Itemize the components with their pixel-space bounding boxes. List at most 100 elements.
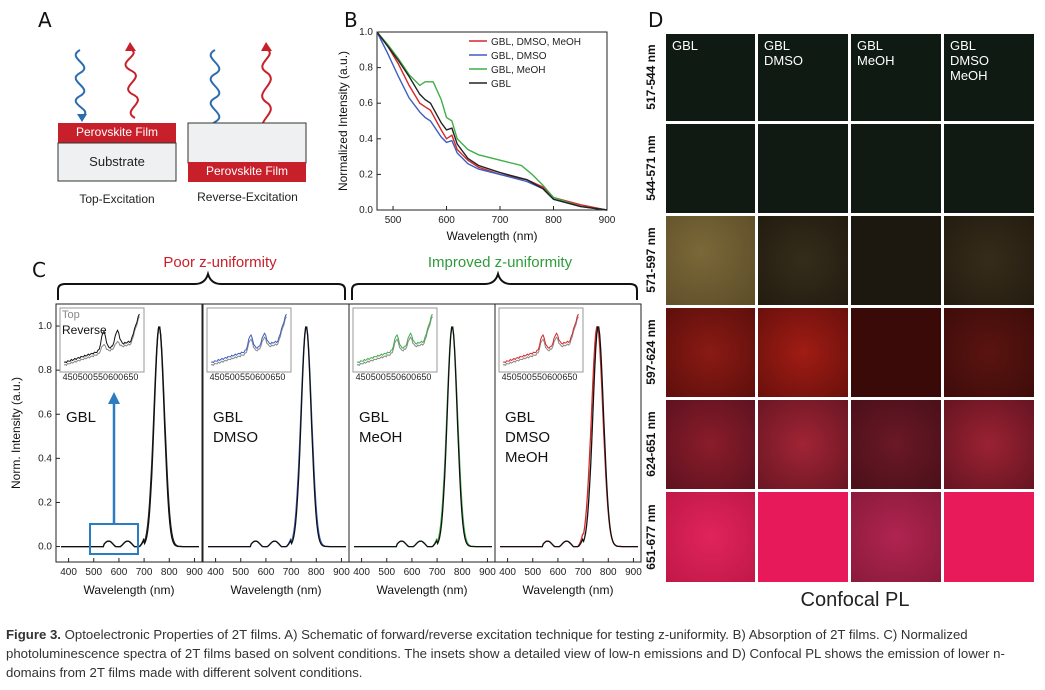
pl-spectra-chart: 0.0 0.2 0.4 0.6 0.8 1.0 Norm. Intensity (a.u.)…	[9, 303, 642, 597]
confocal-cell	[851, 400, 941, 489]
plot-frame	[376, 31, 608, 211]
y-tick-label: 0.4	[38, 453, 52, 464]
improved-uniformity-header: Improved z-uniformity	[427, 254, 573, 271]
y-tick-label: 1.0	[359, 27, 373, 38]
x-tick-label: 700	[429, 567, 446, 578]
inset-tick-label: 500	[225, 372, 240, 382]
inset-curve	[502, 316, 579, 366]
legend-label: GBL	[491, 79, 511, 90]
absorption-chart: 500 600 700 800 900 0.0 0.2 0.4 0.6 0.8 1.0 Wavelen…	[336, 27, 616, 243]
x-tick-label: 500	[385, 215, 402, 226]
series-line	[376, 31, 608, 211]
x-tick-label: 500	[378, 567, 395, 578]
confocal-cell	[851, 216, 941, 305]
row-label-3: 571-597 nm	[644, 227, 658, 293]
confocal-footer: Confocal PL	[800, 589, 910, 611]
inset-tick-label: 550	[93, 372, 108, 382]
confocal-cell: GBL	[666, 34, 755, 121]
inset-curve	[356, 316, 433, 366]
inset-curve	[356, 313, 433, 364]
x-axis-title: Wavelength (nm)	[523, 583, 614, 597]
x-tick-label: 600	[438, 215, 455, 226]
zoom-box	[89, 523, 139, 555]
inset-tick-label: 600	[547, 372, 562, 382]
panel-a-letter: A	[38, 8, 52, 32]
x-axis-title: Wavelength (nm)	[84, 583, 175, 597]
x-tick-label: 600	[111, 567, 128, 578]
inset-tick-label: 650	[123, 372, 138, 382]
inset-curve	[63, 313, 140, 364]
inset-tick-label: 550	[386, 372, 401, 382]
confocal-cell	[944, 492, 1034, 582]
row-label-1: 517-544 nm	[644, 44, 658, 110]
confocal-cell: GBL DMSO MeOH	[944, 34, 1034, 121]
y-tick-label: 0.4	[359, 134, 373, 145]
y-tick-label: 0.8	[38, 365, 52, 376]
legend-label: GBL, DMSO	[491, 51, 547, 62]
poor-uniformity-header: Poor z-uniformity	[163, 254, 277, 271]
subplot-label: GBL	[359, 409, 389, 426]
x-tick-label: 600	[258, 567, 275, 578]
x-axis-title: Wavelength (nm)	[231, 583, 322, 597]
confocal-cell	[758, 124, 848, 213]
x-tick-label: 600	[550, 567, 567, 578]
x-tick-label: 800	[545, 215, 562, 226]
confocal-cell	[944, 124, 1034, 213]
inset-tick-label: 500	[371, 372, 386, 382]
confocal-cell: GBL DMSO	[758, 34, 848, 121]
series-line	[376, 31, 608, 211]
row-label-5: 624-651 nm	[644, 411, 658, 477]
confocal-cell: GBL MeOH	[851, 34, 941, 121]
x-tick-label: 900	[599, 215, 616, 226]
emitted-light-wave-icon	[124, 49, 139, 119]
confocal-cell	[944, 216, 1034, 305]
x-tick-label: 500	[85, 567, 102, 578]
x-tick-label: 700	[136, 567, 153, 578]
panel-c-letter: C	[32, 258, 46, 282]
inset-legend-reverse: Reverse	[62, 323, 107, 337]
x-tick-label: 900	[186, 567, 203, 578]
subplot-label: GBL	[505, 409, 535, 426]
inset-curve	[210, 313, 287, 364]
confocal-cell	[666, 216, 755, 305]
top-film-rect	[58, 123, 176, 143]
inset-tick-label: 600	[255, 372, 270, 382]
pl-curve	[354, 326, 492, 548]
caption-text: Optoelectronic Properties of 2T films. A…	[6, 627, 1005, 680]
x-tick-label: 600	[404, 567, 421, 578]
inset-tick-label: 550	[240, 372, 255, 382]
inset-curve	[63, 316, 140, 366]
confocal-cell	[758, 308, 848, 397]
confocal-cell	[944, 308, 1034, 397]
subplot-label: GBL	[66, 409, 96, 426]
subplot-label: MeOH	[359, 429, 402, 446]
panel-a-schematic	[57, 42, 307, 182]
x-tick-label: 400	[207, 567, 224, 578]
inset-curve	[502, 313, 579, 364]
x-axis-title: Wavelength (nm)	[377, 583, 468, 597]
reverse-film-label: Perovskite Film	[205, 164, 288, 178]
confocal-cell	[666, 308, 755, 397]
x-tick-label: 400	[60, 567, 77, 578]
caption-fig-number: Figure 3.	[6, 627, 61, 642]
x-tick-label: 700	[283, 567, 300, 578]
confocal-cell	[851, 124, 941, 213]
inset-tick-label: 450	[502, 372, 517, 382]
inset-tick-label: 450	[210, 372, 225, 382]
x-tick-label: 800	[600, 567, 617, 578]
series-line	[376, 31, 608, 211]
confocal-cell	[666, 400, 755, 489]
confocal-cell	[758, 400, 848, 489]
row-label-4: 597-624 nm	[644, 319, 658, 385]
subplot-frame	[55, 303, 203, 563]
subplot-frame	[494, 303, 642, 563]
substrate-label: Substrate	[89, 154, 145, 169]
confocal-cell	[758, 492, 848, 582]
x-tick-label: 700	[492, 215, 509, 226]
subplot-label: GBL	[213, 409, 243, 426]
subplot-label: MeOH	[505, 449, 548, 466]
x-tick-label: 800	[454, 567, 471, 578]
inset-tick-label: 550	[532, 372, 547, 382]
zoom-arrowhead	[108, 392, 120, 404]
legend-label: GBL, DMSO, MeOH	[491, 37, 581, 48]
